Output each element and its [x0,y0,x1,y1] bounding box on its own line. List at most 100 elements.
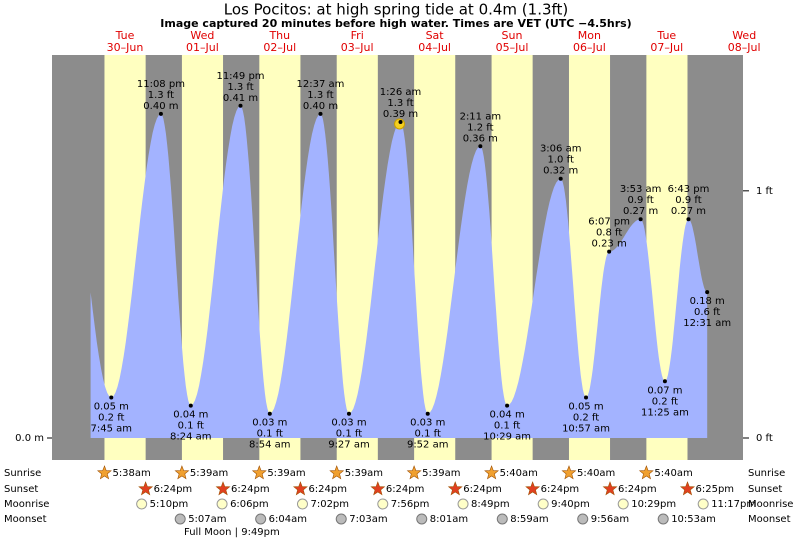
extreme-label: 0.9 ft [675,195,701,206]
extreme-label: 0.2 ft [573,412,599,423]
extreme-label: 10:29 am [483,432,531,443]
moonrise-icon [216,498,228,510]
extreme-label: 1.3 ft [387,98,413,109]
sunset-icon [525,481,541,496]
row-label: Sunrise [4,468,41,479]
day-date: 01–Jul [186,41,219,54]
extreme-label: 0.39 m [383,109,418,120]
tide-extreme-point [584,395,589,400]
sunset-time: 6:24pm [463,484,502,495]
moonrise-icon [617,498,629,510]
extreme-label: 6:07 pm [588,217,630,228]
tide-extreme-point [318,111,323,116]
extreme-label: 1.2 ft [467,122,493,133]
sunrise-time: 5:39am [422,468,460,479]
y2-tick-label: 0 ft [756,433,773,444]
tide-extreme-point [346,411,351,416]
row-label: Moonset [4,514,47,525]
sunrise-icon [561,465,577,480]
extreme-label: 9:52 am [407,440,449,451]
moonset-time: 9:56am [591,514,629,525]
extreme-label: 0.05 m [94,401,129,412]
day-weekday: Sat [426,29,445,42]
moonrise-time: 10:29pm [631,499,676,510]
tide-extreme-point [558,176,563,181]
moonset-time: 5:07am [188,514,226,525]
tide-extreme-point [398,119,403,124]
extreme-label: 0.1 ft [494,421,520,432]
extreme-label: 10:57 am [562,423,610,434]
extreme-label: 1.3 ft [227,82,253,93]
extreme-label: 0.40 m [143,101,178,112]
row-label-right: Sunrise [748,468,785,479]
sunset-time: 6:24pm [231,484,270,495]
chart-subtitle: Image captured 20 minutes before high wa… [160,17,631,30]
day-weekday: Mon [578,29,601,42]
tide-extreme-point [267,411,272,416]
sunset-icon [447,481,463,496]
extreme-label: 0.04 m [173,410,208,421]
day-date: 08–Jul [728,41,761,54]
moonrise-icon [377,498,389,510]
day-date: 02–Jul [263,41,296,54]
moonset-icon [255,513,267,525]
extreme-label: 0.40 m [303,101,338,112]
extreme-label: 0.27 m [623,206,658,217]
tide-extreme-point [686,217,691,222]
extreme-label: 0.9 ft [627,195,653,206]
extreme-label: 1.0 ft [548,155,574,166]
extreme-label: 12:37 am [297,79,345,90]
tide-extreme-point [662,379,667,384]
extreme-label: 3:06 am [540,144,582,155]
day-weekday: Sun [502,29,523,42]
sunset-icon [138,481,154,496]
extreme-label: 0.1 ft [178,421,204,432]
row-label-right: Sunset [748,484,782,495]
row-label-right: Moonrise [748,499,793,510]
sunrise-time: 5:39am [345,468,383,479]
tide-extreme-point [188,403,193,408]
day-date: 07–Jul [650,41,683,54]
full-moon-label: Full Moon | 9:49pm [184,527,280,538]
extreme-label: 7:45 am [91,423,133,434]
day-date: 05–Jul [496,41,529,54]
extreme-label: 0.1 ft [257,429,283,440]
sunrise-icon [329,465,345,480]
extreme-label: 0.07 m [647,385,682,396]
y2-tick-label: 1 ft [756,186,773,197]
sunset-icon [215,481,231,496]
moonrise-icon [697,498,709,510]
sunset-time: 6:24pm [541,484,580,495]
sunrise-time: 5:40am [577,468,615,479]
moonset-icon [657,513,669,525]
extreme-label: 0.41 m [223,93,258,104]
sunset-time: 6:24pm [386,484,425,495]
y-tick-label: 0.0 m [15,433,44,444]
moonset-icon [577,513,589,525]
extreme-label: 0.03 m [252,418,287,429]
extreme-label: 12:31 am [683,318,731,329]
extreme-label: 6:43 pm [668,184,710,195]
extreme-label: 0.32 m [543,166,578,177]
day-date: 06–Jul [573,41,606,54]
tide-extreme-point [109,395,114,400]
tide-extreme-point [638,217,643,222]
extreme-label: 11:25 am [641,407,689,418]
moonrise-time: 11:17pm [711,499,756,510]
moonset-icon [174,513,186,525]
extreme-label: 1.3 ft [148,90,174,101]
extreme-label: 0.05 m [568,401,603,412]
tide-extreme-point [607,249,612,254]
day-weekday: Thu [268,29,290,42]
sunrise-icon [638,465,654,480]
moonset-time: 8:59am [510,514,548,525]
extreme-label: 8:24 am [170,432,212,443]
chart-title: Los Pocitos: at high spring tide at 0.4m… [224,1,569,19]
moonrise-icon [457,498,469,510]
moonrise-icon [136,498,148,510]
sunrise-time: 5:38am [112,468,150,479]
moonrise-icon [296,498,308,510]
sunrise-time: 5:40am [654,468,692,479]
moonset-time: 10:53am [671,514,716,525]
